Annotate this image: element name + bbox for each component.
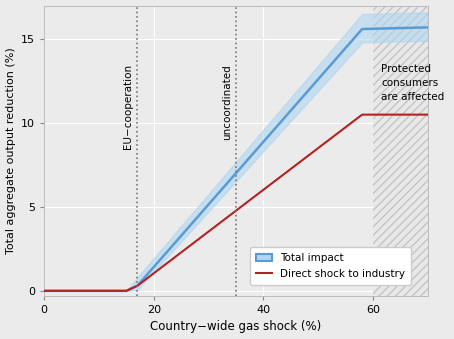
Bar — [373, 5, 428, 296]
Legend: Total impact, Direct shock to industry: Total impact, Direct shock to industry — [250, 247, 411, 285]
Text: Protected
consumers
are affected: Protected consumers are affected — [381, 64, 444, 102]
Y-axis label: Total aggregate output reduction (%): Total aggregate output reduction (%) — [5, 47, 15, 254]
Text: EU−cooperation: EU−cooperation — [123, 64, 133, 149]
Text: uncoordinated: uncoordinated — [222, 64, 232, 140]
X-axis label: Country−wide gas shock (%): Country−wide gas shock (%) — [150, 320, 321, 334]
